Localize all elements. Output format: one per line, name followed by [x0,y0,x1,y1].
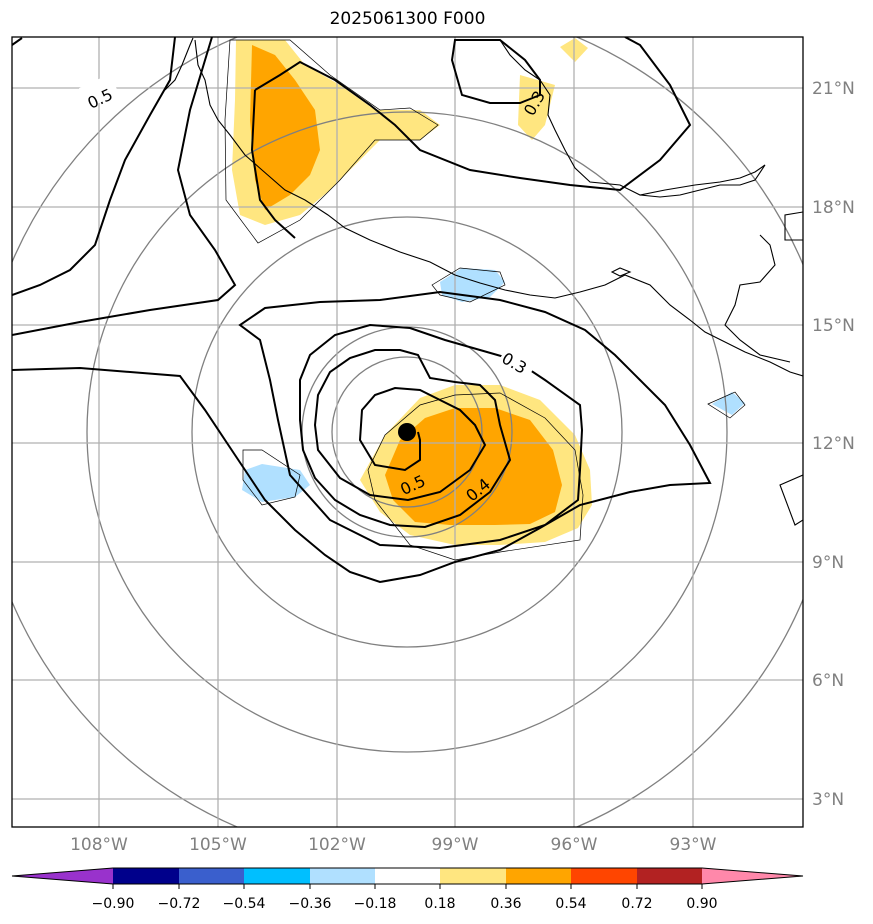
range-ring-1 [331,356,483,508]
lon-tick-93w: 93°W [670,835,717,855]
lat-tick-9n: 9°N [812,553,844,573]
colorbar-label-9: 0.90 [686,896,717,912]
coastline-baja [164,37,194,91]
colorbar-segment-6 [440,868,506,884]
colorbar-segment-1 [113,868,179,884]
colorbar-label-6: 0.36 [490,896,521,912]
contour-north-2 [12,37,176,296]
contour-north-1 [12,37,23,46]
colorbar-label-8: 0.72 [621,896,652,912]
storm-center-marker [398,423,416,441]
lon-axis-labels: 108°W 105°W 102°W 99°W 96°W 93°W [70,835,717,855]
lat-tick-3n: 3°N [812,790,844,810]
shade-yellow-coast [518,75,555,140]
lon-tick-105w: 105°W [189,835,247,855]
lat-tick-12n: 12°N [812,434,855,454]
lon-tick-108w: 108°W [70,835,128,855]
contour-top-loop [450,39,541,104]
range-ring-3 [191,216,623,648]
contour-outer-storm [12,290,712,584]
lat-tick-6n: 6°N [812,671,844,691]
range-ring-4 [86,111,728,753]
plot-frame [11,36,804,828]
shade-blue-east [712,392,745,415]
contour-north-4 [254,37,692,192]
colorbar-segment-7 [506,868,571,884]
coastline-gulf [499,39,766,198]
colorbar-segment-9 [637,868,702,884]
coastline-far-east [779,474,803,526]
colorbar-label-5: 0.18 [424,896,455,912]
colorbar-segment-10 [702,868,803,884]
colorbar-segment-8 [571,868,637,884]
colorbar-label-0: −0.90 [92,896,135,912]
coastlines [164,37,803,526]
lon-tick-102w: 102°W [308,835,366,855]
contour-north-3 [12,37,237,336]
shade-orange-north [250,45,320,210]
lat-tick-15n: 15°N [812,316,855,336]
lon-tick-96w: 96°W [551,835,598,855]
plot-title: 2025061300 F000 [329,9,486,29]
map-content: 0.5 0.3 0.3 0.5 0.4 [12,37,803,827]
contour-north-5 [250,89,296,239]
lat-tick-21n: 21°N [812,79,855,99]
colorbar-segment-4 [310,868,375,884]
lat-tick-18n: 18°N [812,198,855,218]
colorbar-segment-5 [375,868,440,884]
shade-blue-west [242,464,310,502]
coastline-pacific [194,39,803,377]
colorbar-segment-2 [179,868,244,884]
colorbar-label-3: −0.36 [289,896,332,912]
colorbar-label-2: −0.54 [223,896,266,912]
colorbar-segment-3 [244,868,310,884]
lat-axis-labels: 3°N 6°N 9°N 12°N 15°N 18°N 21°N [812,79,855,810]
coastline-south-east [724,234,791,363]
colorbar-label-1: −0.72 [158,896,201,912]
coastline-east [784,211,803,241]
lon-tick-99w: 99°W [432,835,479,855]
colorbar-ticks [112,884,703,889]
colorbar-segment-0 [12,868,113,884]
colorbar-label-4: −0.18 [354,896,397,912]
colorbar-label-7: 0.54 [555,896,586,912]
thick-contours [12,37,712,584]
colorbar: −0.90 −0.72 −0.54 −0.36 −0.18 0.18 0.36 … [11,867,804,912]
coastline-islands [610,267,632,277]
